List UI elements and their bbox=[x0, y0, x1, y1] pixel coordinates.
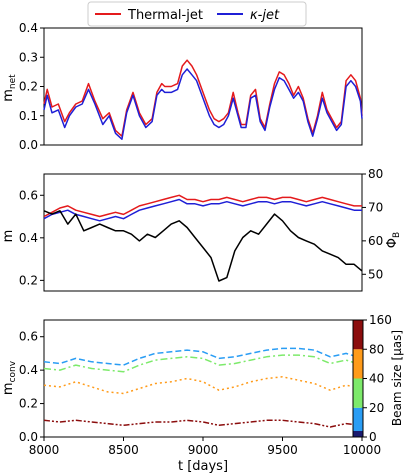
ytick-label: 0.3 bbox=[19, 50, 38, 64]
series-line-0 bbox=[43, 194, 362, 218]
ytick-label: 0.6 bbox=[19, 188, 38, 202]
ytick-label: 0.0 bbox=[19, 138, 38, 152]
ytick-label: 0.6 bbox=[19, 330, 38, 344]
ytick-label: 0.2 bbox=[19, 397, 38, 411]
series-line-1 bbox=[43, 68, 363, 140]
panel-m-frame bbox=[43, 173, 363, 292]
series-line-0 bbox=[43, 347, 363, 366]
panel-mconv-xticks: 8000 8500 9000 9500 10000 bbox=[29, 437, 381, 457]
ytick-label: 0.4 bbox=[19, 21, 38, 35]
panel-m-series bbox=[43, 194, 363, 282]
panel-mnet-ylabel: mnet bbox=[1, 74, 18, 102]
legend-label-0: Thermal-jet bbox=[127, 8, 203, 23]
panel-mconv-yticks: 0.0 0.2 0.4 0.6 bbox=[19, 330, 44, 444]
panel-mnet-series bbox=[43, 59, 363, 140]
ytick-right-label: 80 bbox=[368, 167, 383, 181]
ytick-label: 0.2 bbox=[19, 80, 38, 94]
panel-m-ylabel-right: ΦB bbox=[385, 232, 402, 248]
panel-mconv-series bbox=[43, 347, 363, 428]
panel-m: m ΦB 0.2 0.4 0.6 50 60 70 80 bbox=[1, 167, 402, 292]
panel-mconv-ylabel: mconv bbox=[1, 360, 18, 395]
panel-mconv-frame bbox=[43, 319, 363, 438]
legend: Thermal-jet κ-jet bbox=[87, 1, 307, 27]
colorbar-ticks: 0 20 40 80 160 bbox=[363, 313, 392, 444]
series-line-2 bbox=[43, 210, 363, 282]
ytick-label: 0.0 bbox=[19, 430, 38, 444]
ytick-label: 0.4 bbox=[19, 231, 38, 245]
panel-mnet-yticks: 0.0 0.1 0.2 0.3 0.4 bbox=[19, 21, 44, 152]
colorbar-cell bbox=[353, 378, 363, 408]
colorbar: 0 20 40 80 160 Beam size [μas] bbox=[352, 313, 404, 444]
panel-mnet: mnet 0.0 0.1 0.2 0.3 0.4 bbox=[1, 21, 363, 152]
panel-m-yticks: 0.2 0.4 0.6 bbox=[19, 188, 44, 287]
xtick-label: 8000 bbox=[29, 443, 60, 457]
series-line-1 bbox=[43, 354, 363, 373]
ytick-label: 0.2 bbox=[19, 273, 38, 287]
colorbar-tick-label: 160 bbox=[369, 313, 392, 327]
panel-mconv: mconv 0.0 0.2 0.4 0.6 8000 8500 9000 9500 10000… bbox=[1, 319, 381, 474]
ytick-right-label: 60 bbox=[368, 234, 383, 248]
xtick-label: 10000 bbox=[343, 443, 381, 457]
ytick-label: 0.4 bbox=[19, 363, 38, 377]
colorbar-cell bbox=[353, 431, 363, 437]
colorbar-tick-label: 20 bbox=[369, 401, 384, 415]
series-line-0 bbox=[43, 59, 363, 137]
legend-label-1: κ-jet bbox=[250, 8, 280, 23]
xtick-label: 9500 bbox=[267, 443, 298, 457]
x-axis-label: t [days] bbox=[178, 459, 228, 474]
xtick-label: 9000 bbox=[188, 443, 219, 457]
ytick-label: 0.1 bbox=[19, 109, 38, 123]
panel-m-ylabel: m bbox=[1, 230, 16, 243]
colorbar-tick-label: 80 bbox=[369, 342, 384, 356]
series-line-1 bbox=[43, 198, 362, 222]
ytick-right-label: 70 bbox=[368, 200, 383, 214]
colorbar-label: Beam size [μas] bbox=[390, 330, 404, 426]
series-line-3 bbox=[43, 419, 363, 428]
colorbar-cell bbox=[353, 407, 363, 437]
xtick-label: 8500 bbox=[108, 443, 139, 457]
legend-box bbox=[87, 1, 307, 27]
colorbar-cells bbox=[353, 320, 363, 437]
ytick-right-label: 50 bbox=[368, 267, 383, 281]
series-line-2 bbox=[43, 376, 363, 395]
panel-m-yticks-right: 50 60 70 80 bbox=[362, 167, 383, 281]
colorbar-cell bbox=[353, 349, 363, 379]
colorbar-cell bbox=[353, 320, 363, 350]
colorbar-tick-label: 40 bbox=[369, 372, 384, 386]
colorbar-tick-label: 0 bbox=[369, 430, 377, 444]
